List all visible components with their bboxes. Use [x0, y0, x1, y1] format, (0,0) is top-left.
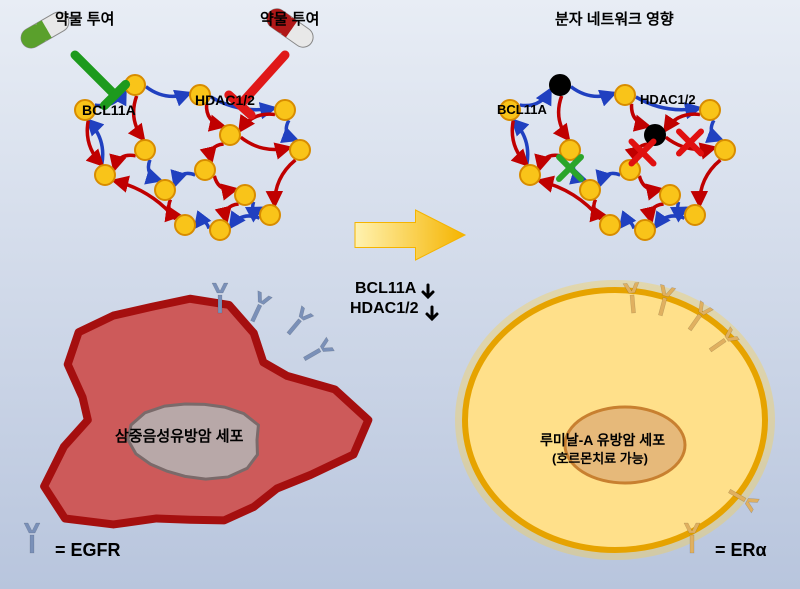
label-bcl11a_right: BCL11A: [497, 102, 547, 117]
network-node: [195, 160, 215, 180]
label-arrow_txt1: BCL11A: [355, 280, 416, 298]
network-node: [615, 85, 635, 105]
network-node: [275, 100, 295, 120]
label-network_eff: 분자 네트워크 영향: [555, 8, 674, 29]
label-tnbc: 삼중음성유방암 세포: [115, 425, 243, 446]
label-arrow_txt2: HDAC1/2: [350, 300, 418, 318]
network-node: [715, 140, 735, 160]
label-drug2: 약물 투여: [260, 8, 319, 29]
network-node: [260, 205, 280, 225]
label-luma2: (호르몬치료 가능): [552, 448, 648, 467]
network-node: [175, 215, 195, 235]
label-luma1: 루미날-A 유방암 세포: [540, 430, 665, 450]
network-node: [550, 75, 570, 95]
network-node: [520, 165, 540, 185]
label-hdac_left: HDAC1/2: [195, 92, 255, 108]
network-node: [580, 180, 600, 200]
network-node: [660, 185, 680, 205]
network-node: [235, 185, 255, 205]
network-node: [210, 220, 230, 240]
label-drug1: 약물 투여: [55, 8, 114, 29]
network-node: [685, 205, 705, 225]
network-node: [600, 215, 620, 235]
network-node: [95, 165, 115, 185]
network-node: [220, 125, 240, 145]
network-node: [135, 140, 155, 160]
network-node: [635, 220, 655, 240]
network-node: [155, 180, 175, 200]
label-era_legend: = ERα: [715, 540, 767, 561]
network-node: [290, 140, 310, 160]
network-node: [700, 100, 720, 120]
label-egfr_legend: = EGFR: [55, 540, 121, 561]
label-bcl11a_left: BCL11A: [82, 102, 136, 118]
diagram-root: 약물 투여 약물 투여 분자 네트워크 영향 BCL11A HDAC1/2 BCL11A H…: [0, 0, 800, 589]
label-hdac_right: HDAC1/2: [640, 92, 696, 107]
